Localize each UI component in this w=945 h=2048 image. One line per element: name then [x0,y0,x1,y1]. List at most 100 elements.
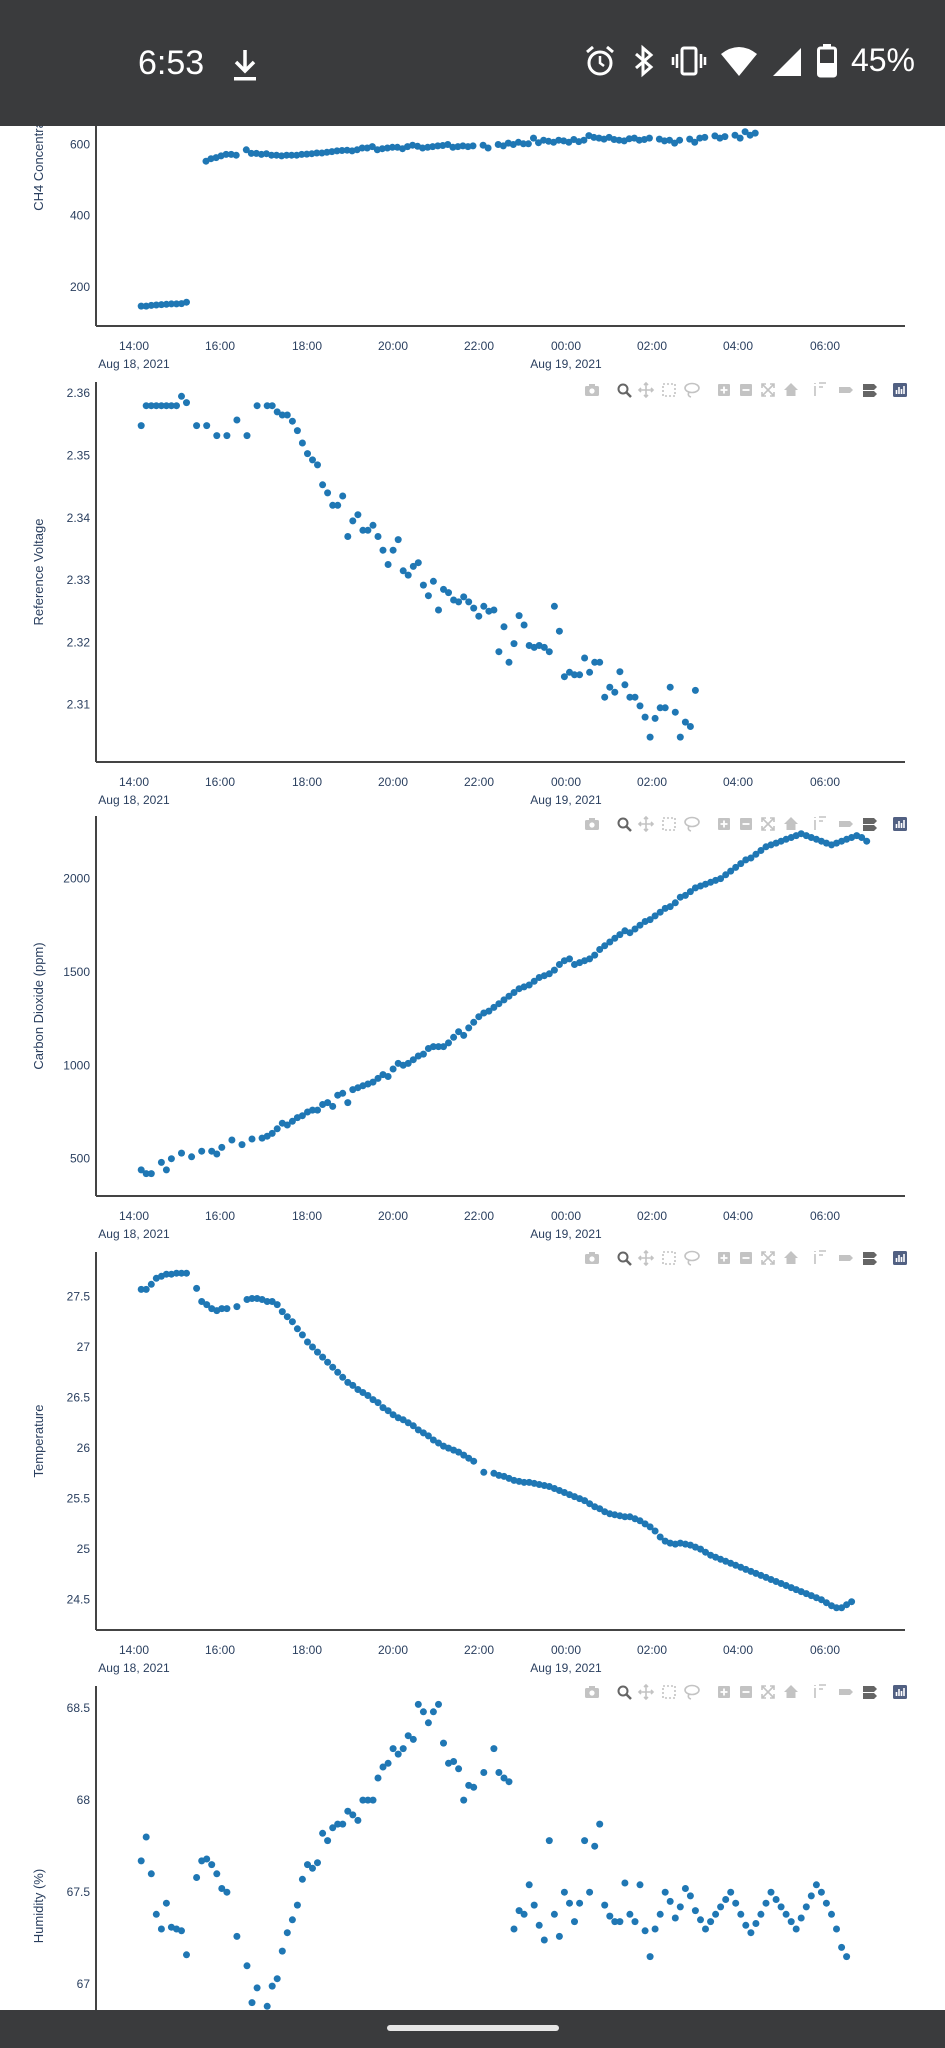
hover-closest-icon[interactable] [839,1255,853,1261]
data-point[interactable] [419,581,427,589]
plotly-logo-icon[interactable] [893,1685,907,1699]
data-point[interactable] [475,1013,483,1021]
data-point[interactable] [162,1270,170,1278]
data-point[interactable] [283,411,291,419]
chart-panel-2[interactable]: 14:00 16:00 18:00 20:00 22:00 00:00 02:00 04:00… [31,381,907,807]
data-point[interactable] [550,602,558,610]
data-point[interactable] [288,417,296,425]
data-point[interactable] [233,416,241,424]
data-point[interactable] [485,1007,493,1015]
data-point[interactable] [757,1910,765,1918]
data-point[interactable] [364,1796,372,1804]
data-point[interactable] [243,1962,251,1970]
data-point[interactable] [641,713,649,721]
data-point[interactable] [273,1975,281,1983]
camera-icon[interactable] [585,384,599,396]
data-point[interactable] [288,1117,296,1125]
data-point[interactable] [429,143,437,151]
data-point[interactable] [309,1343,316,1351]
data-point[interactable] [329,501,337,509]
data-point[interactable] [137,422,145,430]
data-point[interactable] [807,1892,815,1900]
data-point[interactable] [354,511,362,519]
plot-modebar[interactable] [585,1683,907,1701]
data-point[interactable] [515,1907,523,1915]
data-point[interactable] [333,147,341,155]
data-point[interactable] [792,1925,800,1933]
data-point[interactable] [198,1147,206,1155]
data-point[interactable] [611,1918,619,1926]
data-point[interactable] [848,1598,856,1606]
data-point[interactable] [358,144,366,152]
data-point[interactable] [686,888,694,896]
data-point[interactable] [384,1759,392,1767]
data-point[interactable] [178,1927,185,1935]
data-point[interactable] [596,658,604,666]
data-point[interactable] [314,461,321,469]
data-point[interactable] [465,598,473,606]
data-point[interactable] [510,1925,518,1933]
data-point[interactable] [248,1135,256,1143]
data-point[interactable] [409,1056,417,1064]
data-point[interactable] [339,1089,347,1097]
chart-panel-4[interactable]: 14:00 16:00 18:00 20:00 22:00 00:00 02:00 04:00… [31,1249,907,1675]
data-point[interactable] [339,492,347,500]
data-point[interactable] [152,1910,160,1918]
data-point[interactable] [586,955,594,963]
data-point[interactable] [162,402,170,410]
data-point[interactable] [621,681,629,689]
plot-modebar[interactable] [585,1249,907,1267]
data-point[interactable] [591,658,599,666]
data-point[interactable] [651,714,659,722]
data-point[interactable] [762,1899,770,1907]
data-point[interactable] [233,1303,241,1311]
data-point[interactable] [797,1914,805,1922]
data-point[interactable] [349,517,357,525]
data-point[interactable] [590,133,598,141]
data-point[interactable] [313,149,321,157]
data-point[interactable] [268,1298,276,1305]
data-point[interactable] [470,604,478,612]
data-point[interactable] [651,1925,659,1933]
data-point[interactable] [520,621,528,629]
data-point[interactable] [450,1758,458,1765]
data-point[interactable] [273,408,281,416]
data-point[interactable] [651,912,659,920]
data-point[interactable] [213,432,221,440]
data-point[interactable] [671,708,679,716]
data-point[interactable] [293,1325,301,1333]
data-point[interactable] [374,1774,382,1782]
data-point[interactable] [686,135,694,143]
data-point[interactable] [404,1059,412,1067]
autoscale-icon[interactable] [761,817,775,831]
zoom-out-icon[interactable] [740,1252,752,1264]
data-point[interactable] [646,733,654,741]
data-point[interactable] [736,134,744,142]
home-gesture-handle[interactable] [387,2025,559,2031]
data-point[interactable] [364,1392,372,1399]
data-point[interactable] [298,1875,306,1883]
data-point[interactable] [525,981,533,989]
reset-axes-icon[interactable] [784,1251,798,1264]
plot-modebar[interactable] [585,381,907,399]
data-point[interactable] [389,1745,397,1753]
data-point[interactable] [681,891,689,899]
data-point[interactable] [505,658,513,666]
data-point[interactable] [273,1125,281,1133]
zoom-out-icon[interactable] [740,818,752,830]
data-point[interactable] [435,1043,442,1051]
data-point[interactable] [822,1599,830,1607]
data-point[interactable] [424,592,432,600]
data-point[interactable] [571,671,578,679]
data-point[interactable] [626,929,634,937]
data-point[interactable] [248,1295,256,1302]
data-point[interactable] [555,961,563,968]
spike-lines-icon[interactable] [814,1684,826,1698]
data-point[interactable] [802,1903,810,1911]
data-point[interactable] [218,1305,226,1313]
data-point[interactable] [540,643,548,651]
data-point[interactable] [691,1907,699,1915]
data-point[interactable] [601,1901,609,1909]
data-point[interactable] [263,1298,271,1305]
data-point[interactable] [524,140,532,148]
